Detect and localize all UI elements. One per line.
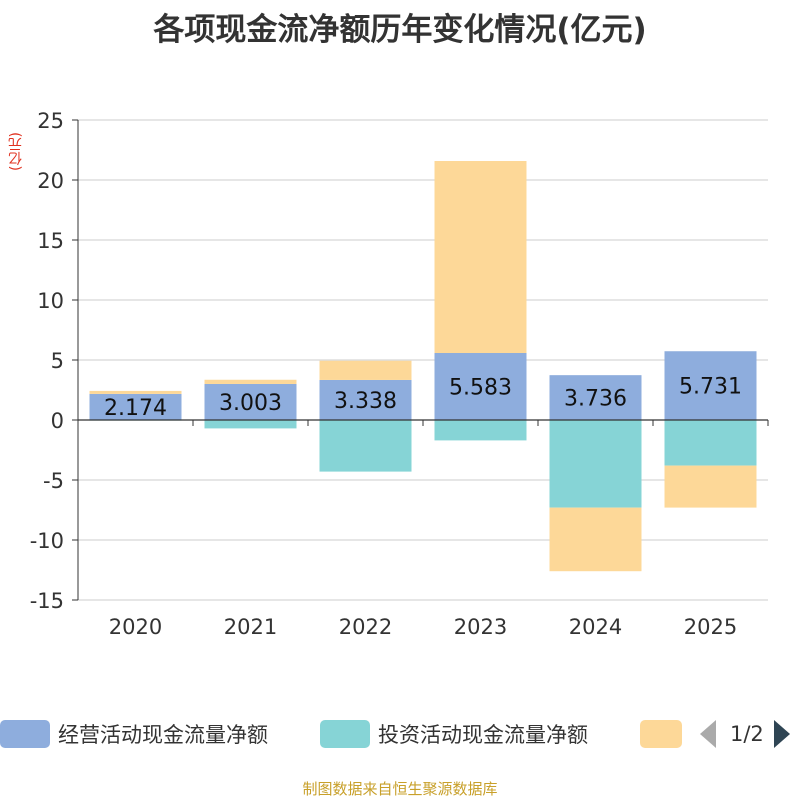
legend-label-investing: 投资活动现金流量净额 (378, 719, 588, 749)
bar-financing-2020 (90, 391, 182, 394)
bar-value-label: 3.003 (219, 391, 282, 416)
bar-value-label: 5.731 (679, 375, 742, 400)
bar-investing-2022 (320, 420, 412, 472)
bar-investing-2023 (435, 420, 527, 440)
legend-item-financing[interactable] (640, 716, 682, 752)
bar-financing-2021 (205, 380, 297, 384)
y-tick-label: 20 (37, 169, 64, 193)
legend-swatch-financing (640, 720, 682, 748)
bar-value-label: 5.583 (449, 376, 512, 401)
y-tick-label: -15 (30, 589, 64, 613)
x-tick-label-2024: 2024 (569, 615, 622, 639)
bar-value-label: 3.338 (334, 389, 397, 414)
legend-pager: 1/2 (700, 716, 790, 752)
bar-financing-2022 (320, 361, 412, 380)
x-tick-label-2022: 2022 (339, 615, 392, 639)
legend: 经营活动现金流量净额 投资活动现金流量净额 1/2 (0, 716, 800, 756)
x-tick-label-2025: 2025 (684, 615, 737, 639)
legend-swatch-investing (320, 720, 370, 748)
x-tick-label-2023: 2023 (454, 615, 507, 639)
bar-financing-2024 (550, 508, 642, 572)
legend-label-operating: 经营活动现金流量净额 (58, 719, 268, 749)
y-tick-label: -10 (30, 529, 64, 553)
y-tick-label: 0 (51, 409, 64, 433)
y-tick-label: 15 (37, 229, 64, 253)
y-tick-label: 5 (51, 349, 64, 373)
legend-next-page-icon[interactable] (774, 720, 790, 748)
legend-item-investing[interactable]: 投资活动现金流量净额 (320, 716, 588, 752)
bar-financing-2023 (435, 161, 527, 353)
y-tick-label: -5 (43, 469, 64, 493)
bar-investing-2021 (205, 420, 297, 428)
legend-item-operating[interactable]: 经营活动现金流量净额 (0, 716, 268, 752)
legend-swatch-operating (0, 720, 50, 748)
chart-canvas: 25 20 15 10 5 0 -5 -10 -15 2.174 3.003 3.338 5.583 3.… (0, 0, 800, 700)
x-tick-label-2020: 2020 (109, 615, 162, 639)
bar-investing-2024 (550, 420, 642, 508)
legend-page-indicator: 1/2 (730, 722, 764, 746)
x-tick-label-2021: 2021 (224, 615, 277, 639)
bar-value-label: 3.736 (564, 387, 627, 412)
y-tick-label: 10 (37, 289, 64, 313)
data-source-note: 制图数据来自恒生聚源数据库 (0, 778, 800, 799)
y-tick-label: 25 (37, 109, 64, 133)
bar-investing-2025 (665, 420, 757, 466)
bar-value-label: 2.174 (104, 396, 167, 421)
legend-prev-page-icon[interactable] (700, 720, 716, 748)
bar-financing-2025 (665, 466, 757, 508)
